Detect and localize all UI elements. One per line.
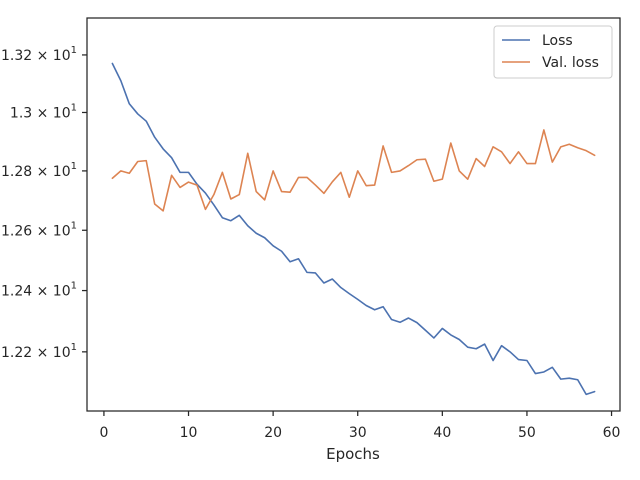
y-tick-label: 1.32 × 101 [1,45,77,64]
y-tick-label: 1.22 × 101 [1,342,77,361]
x-tick-label: 60 [603,425,621,441]
x-axis-label: Epochs [326,445,380,463]
x-tick-label: 0 [99,425,108,441]
legend-label: Val. loss [542,55,599,71]
y-tick-label: 1.26 × 101 [1,220,77,239]
plot-lines [111,62,596,396]
x-tick-label: 40 [433,425,451,441]
y-tick-label: 1.3 × 101 [10,102,77,121]
x-tick-label: 20 [264,425,282,441]
legend-label: Loss [542,33,573,49]
x-axis-ticks: 0 10 20 30 40 50 60 [99,411,620,441]
axes-frame [86,17,621,412]
series-line-0 [111,62,596,396]
series-line-1 [111,129,596,212]
y-tick-label: 1.28 × 101 [1,161,77,180]
legend-box [493,25,613,79]
x-tick-label: 30 [349,425,367,441]
legend: Loss Val. loss [493,25,613,79]
y-axis-ticks: 1.22 × 101 1.24 × 101 1.26 × 101 1.28 × 101… [1,45,87,361]
y-tick-label: 1.24 × 101 [1,281,77,300]
x-tick-label: 50 [518,425,536,441]
x-tick-label: 10 [180,425,198,441]
